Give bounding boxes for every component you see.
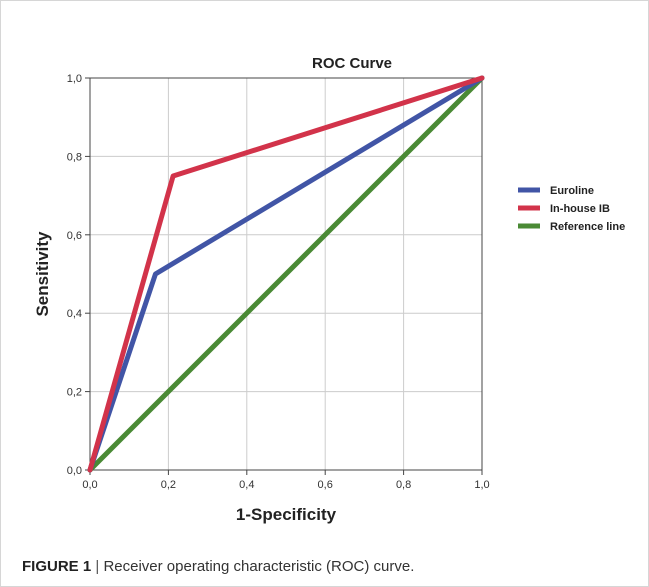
y-tick-label: 0,0 xyxy=(67,465,82,477)
x-axis-label: 1-Specificity xyxy=(236,505,337,524)
series-line-reference-line xyxy=(87,75,485,473)
y-tick-label: 0,2 xyxy=(67,387,82,399)
y-tick-label: 0,4 xyxy=(67,308,82,320)
chart-series xyxy=(87,75,485,473)
caption-separator: | xyxy=(95,558,100,575)
x-tick-label: 0,0 xyxy=(82,479,97,491)
series-line-euroline xyxy=(87,75,485,473)
y-tick-label: 0,6 xyxy=(67,230,82,242)
y-axis-ticks: 0,0 0,2 0,4 0,6 0,8 1,0 xyxy=(67,73,90,477)
x-tick-label: 0,6 xyxy=(318,479,333,491)
x-tick-label: 0,4 xyxy=(239,479,254,491)
legend-label-in-house-ib: In-house IB xyxy=(550,203,610,215)
caption-text: Receiver operating characteristic (ROC) … xyxy=(103,558,415,575)
roc-chart: 0,0 0,2 0,4 0,6 0,8 1,0 0,0 0,2 0,4 0,6 0,8 1,0 RO… xyxy=(33,55,625,524)
legend-label-euroline: Euroline xyxy=(550,185,594,197)
plot-area xyxy=(89,77,483,471)
x-tick-label: 0,8 xyxy=(396,479,411,491)
legend-label-reference-line: Reference line xyxy=(550,221,625,233)
x-tick-label: 0,2 xyxy=(161,479,176,491)
series-line-in-house-ib xyxy=(87,75,485,473)
y-axis-label: Sensitivity xyxy=(33,231,52,317)
x-axis-ticks: 0,0 0,2 0,4 0,6 0,8 1,0 xyxy=(82,470,490,491)
y-tick-label: 0,8 xyxy=(67,151,82,163)
x-tick-label: 1,0 xyxy=(474,479,489,491)
y-tick-label: 1,0 xyxy=(67,73,82,85)
chart-title: ROC Curve xyxy=(312,55,392,72)
figure-number: FIGURE 1 xyxy=(22,558,92,575)
figure-caption: FIGURE 1 | Receiver operating characteri… xyxy=(22,558,414,575)
chart-legend: Euroline In-house IB Reference line xyxy=(518,185,625,233)
